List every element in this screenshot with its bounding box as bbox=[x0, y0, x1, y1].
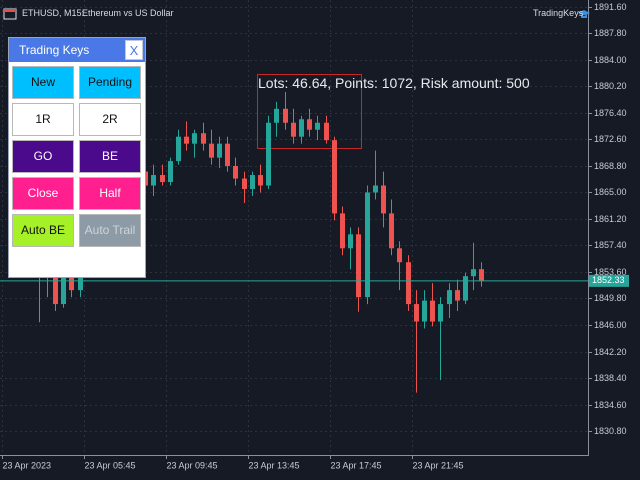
grid bbox=[0, 0, 588, 455]
candle-body bbox=[422, 300, 427, 322]
candle-body bbox=[332, 140, 337, 214]
y-tick-label: 1853.60 bbox=[594, 267, 627, 277]
candle-body bbox=[283, 108, 288, 123]
candle-body bbox=[324, 122, 329, 141]
y-tick-label: 1891.60 bbox=[594, 2, 627, 12]
panel-button[interactable]: BE bbox=[79, 140, 141, 173]
header-icon bbox=[3, 8, 17, 20]
panel-button[interactable]: Half bbox=[79, 177, 141, 210]
candle-body bbox=[356, 234, 361, 298]
candle-body bbox=[406, 262, 411, 305]
y-tick-label: 1865.00 bbox=[594, 187, 627, 197]
candle-body bbox=[160, 175, 165, 183]
panel-button[interactable]: Close bbox=[12, 177, 74, 210]
candle-body bbox=[307, 119, 312, 130]
risk-annotation: Lots: 46.64, Points: 1072, Risk amount: … bbox=[258, 75, 530, 91]
y-tick-label: 1872.60 bbox=[594, 134, 627, 144]
candle-body bbox=[258, 175, 263, 186]
candle-body bbox=[447, 290, 452, 305]
candle-body bbox=[471, 269, 476, 277]
panel-button[interactable]: GO bbox=[12, 140, 74, 173]
panel-title: Trading Keys bbox=[9, 38, 145, 62]
candle-body bbox=[365, 192, 370, 298]
x-tick-label: 23 Apr 09:45 bbox=[167, 460, 218, 470]
y-tick-label: 1830.80 bbox=[594, 426, 627, 436]
indicator-name: TradingKeys bbox=[533, 8, 584, 18]
candle-body bbox=[209, 143, 214, 158]
candle-body bbox=[430, 300, 435, 322]
candle-body bbox=[225, 143, 230, 166]
close-button[interactable]: X bbox=[125, 40, 143, 60]
y-tick-label: 1849.80 bbox=[594, 293, 627, 303]
candle-body bbox=[291, 122, 296, 137]
x-tick-label: 23 Apr 2023 bbox=[3, 460, 52, 470]
candle-body bbox=[69, 276, 74, 291]
candle-body bbox=[438, 304, 443, 322]
y-tick-label: 1884.00 bbox=[594, 55, 627, 65]
candle-body bbox=[168, 161, 173, 183]
trading-keys-panel: Trading Keys X New Pending 1R 2R GO BE Close Ha… bbox=[8, 37, 146, 278]
candle-body bbox=[340, 213, 345, 249]
x-tick-label: 23 Apr 05:45 bbox=[85, 460, 136, 470]
candle-body bbox=[242, 178, 247, 190]
candle-body bbox=[61, 276, 66, 305]
last-price-box bbox=[589, 274, 629, 287]
candle-body bbox=[315, 122, 320, 130]
y-tick-label: 1876.40 bbox=[594, 108, 627, 118]
panel-button[interactable]: 1R bbox=[12, 103, 74, 136]
candle-body bbox=[176, 136, 181, 162]
y-tick-label: 1887.80 bbox=[594, 28, 627, 38]
icon-bar bbox=[4, 9, 16, 12]
y-tick-label: 1838.40 bbox=[594, 373, 627, 383]
x-tick-label: 23 Apr 17:45 bbox=[331, 460, 382, 470]
candle-body bbox=[373, 185, 378, 193]
candle-body bbox=[389, 213, 394, 249]
candle-body bbox=[53, 276, 58, 305]
candle-body bbox=[397, 248, 402, 263]
x-tick-label: 23 Apr 13:45 bbox=[249, 460, 300, 470]
candle-body bbox=[299, 119, 304, 137]
last-price-label: 1852.33 bbox=[592, 275, 625, 285]
candle-body bbox=[348, 234, 353, 249]
y-tick-label: 1842.20 bbox=[594, 347, 627, 357]
candle-body bbox=[192, 133, 197, 144]
panel-button[interactable]: New bbox=[12, 66, 74, 99]
candle-body bbox=[455, 290, 460, 301]
panel-button[interactable]: Pending bbox=[79, 66, 141, 99]
y-tick-label: 1868.80 bbox=[594, 161, 627, 171]
x-tick-label: 23 Apr 21:45 bbox=[413, 460, 464, 470]
panel-button[interactable]: Auto BE bbox=[12, 214, 74, 247]
candle-body bbox=[463, 276, 468, 301]
symbol-description: Ethereum vs US Dollar bbox=[82, 8, 174, 18]
candle-body bbox=[414, 304, 419, 322]
candle-body bbox=[217, 143, 222, 158]
symbol: ETHUSD, M15: bbox=[22, 8, 85, 18]
y-tick-label: 1861.20 bbox=[594, 214, 627, 224]
y-tick-label: 1880.20 bbox=[594, 81, 627, 91]
panel-button[interactable]: 2R bbox=[79, 103, 141, 136]
candle-body bbox=[151, 175, 156, 186]
candle-body bbox=[274, 108, 279, 123]
candle-body bbox=[201, 133, 206, 144]
y-tick-label: 1857.40 bbox=[594, 240, 627, 250]
y-tick-label: 1846.00 bbox=[594, 320, 627, 330]
candle-body bbox=[250, 175, 255, 190]
candle-body bbox=[381, 185, 386, 214]
candle-body bbox=[266, 122, 271, 186]
axes: 1891.60 1887.80 1884.00 1880.20 1876.40 1872.… bbox=[0, 2, 629, 470]
candle-body bbox=[233, 165, 238, 179]
y-tick-label: 1834.60 bbox=[594, 400, 627, 410]
hat-icon bbox=[578, 10, 590, 18]
candle-body bbox=[479, 269, 484, 281]
panel-button[interactable]: Auto Trail bbox=[79, 214, 141, 247]
risk-box bbox=[257, 74, 362, 149]
candle-body bbox=[184, 136, 189, 144]
